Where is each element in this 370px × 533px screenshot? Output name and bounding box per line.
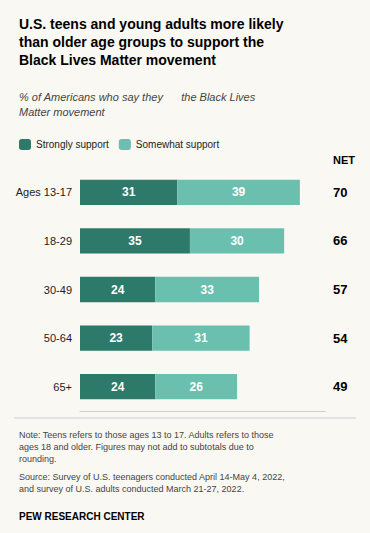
svg-text:NET: NET [333,154,355,166]
svg-text:Note: Teens refers to those ag: Note: Teens refers to those ages 13 to 1… [19,430,274,440]
svg-text:39: 39 [232,185,246,199]
svg-text:57: 57 [333,282,347,297]
svg-text:18-29: 18-29 [44,235,72,247]
svg-text:23: 23 [109,331,123,345]
svg-text:35: 35 [128,234,142,248]
svg-text:Strongly support: Strongly support [36,139,109,150]
svg-text:24: 24 [111,380,125,394]
svg-text:and survey of U.S. adults cond: and survey of U.S. adults conducted Marc… [19,484,244,494]
svg-text:U.S. teens and young adults mo: U.S. teens and young adults more likely [19,16,284,32]
svg-text:% of Americans who say they: % of Americans who say they the Black Li… [19,91,256,103]
svg-text:31: 31 [194,331,208,345]
svg-text:ages 18 and older. Figures may: ages 18 and older. Figures may not add t… [19,442,254,452]
svg-text:70: 70 [333,185,347,200]
svg-text:24: 24 [111,283,125,297]
svg-text:Black Lives Matter movement: Black Lives Matter movement [19,52,216,68]
svg-text:50-64: 50-64 [44,332,72,344]
svg-text:26: 26 [190,380,204,394]
svg-text:Source: Survey of U.S. teenage: Source: Survey of U.S. teenagers conduct… [19,472,285,482]
svg-text:31: 31 [122,185,136,199]
svg-text:66: 66 [333,233,347,248]
svg-text:49: 49 [333,379,347,394]
svg-text:30: 30 [230,234,244,248]
svg-text:Ages 13-17: Ages 13-17 [16,186,72,198]
svg-text:PEW RESEARCH CENTER: PEW RESEARCH CENTER [19,511,145,522]
svg-text:65+: 65+ [53,381,72,393]
svg-text:30-49: 30-49 [44,284,72,296]
svg-text:Somewhat support: Somewhat support [136,139,220,150]
svg-text:rounding.: rounding. [19,454,57,464]
svg-text:Matter movement: Matter movement [19,106,106,118]
svg-text:33: 33 [201,283,215,297]
svg-text:54: 54 [333,331,348,346]
svg-text:than older age groups to suppo: than older age groups to support the [19,34,264,50]
